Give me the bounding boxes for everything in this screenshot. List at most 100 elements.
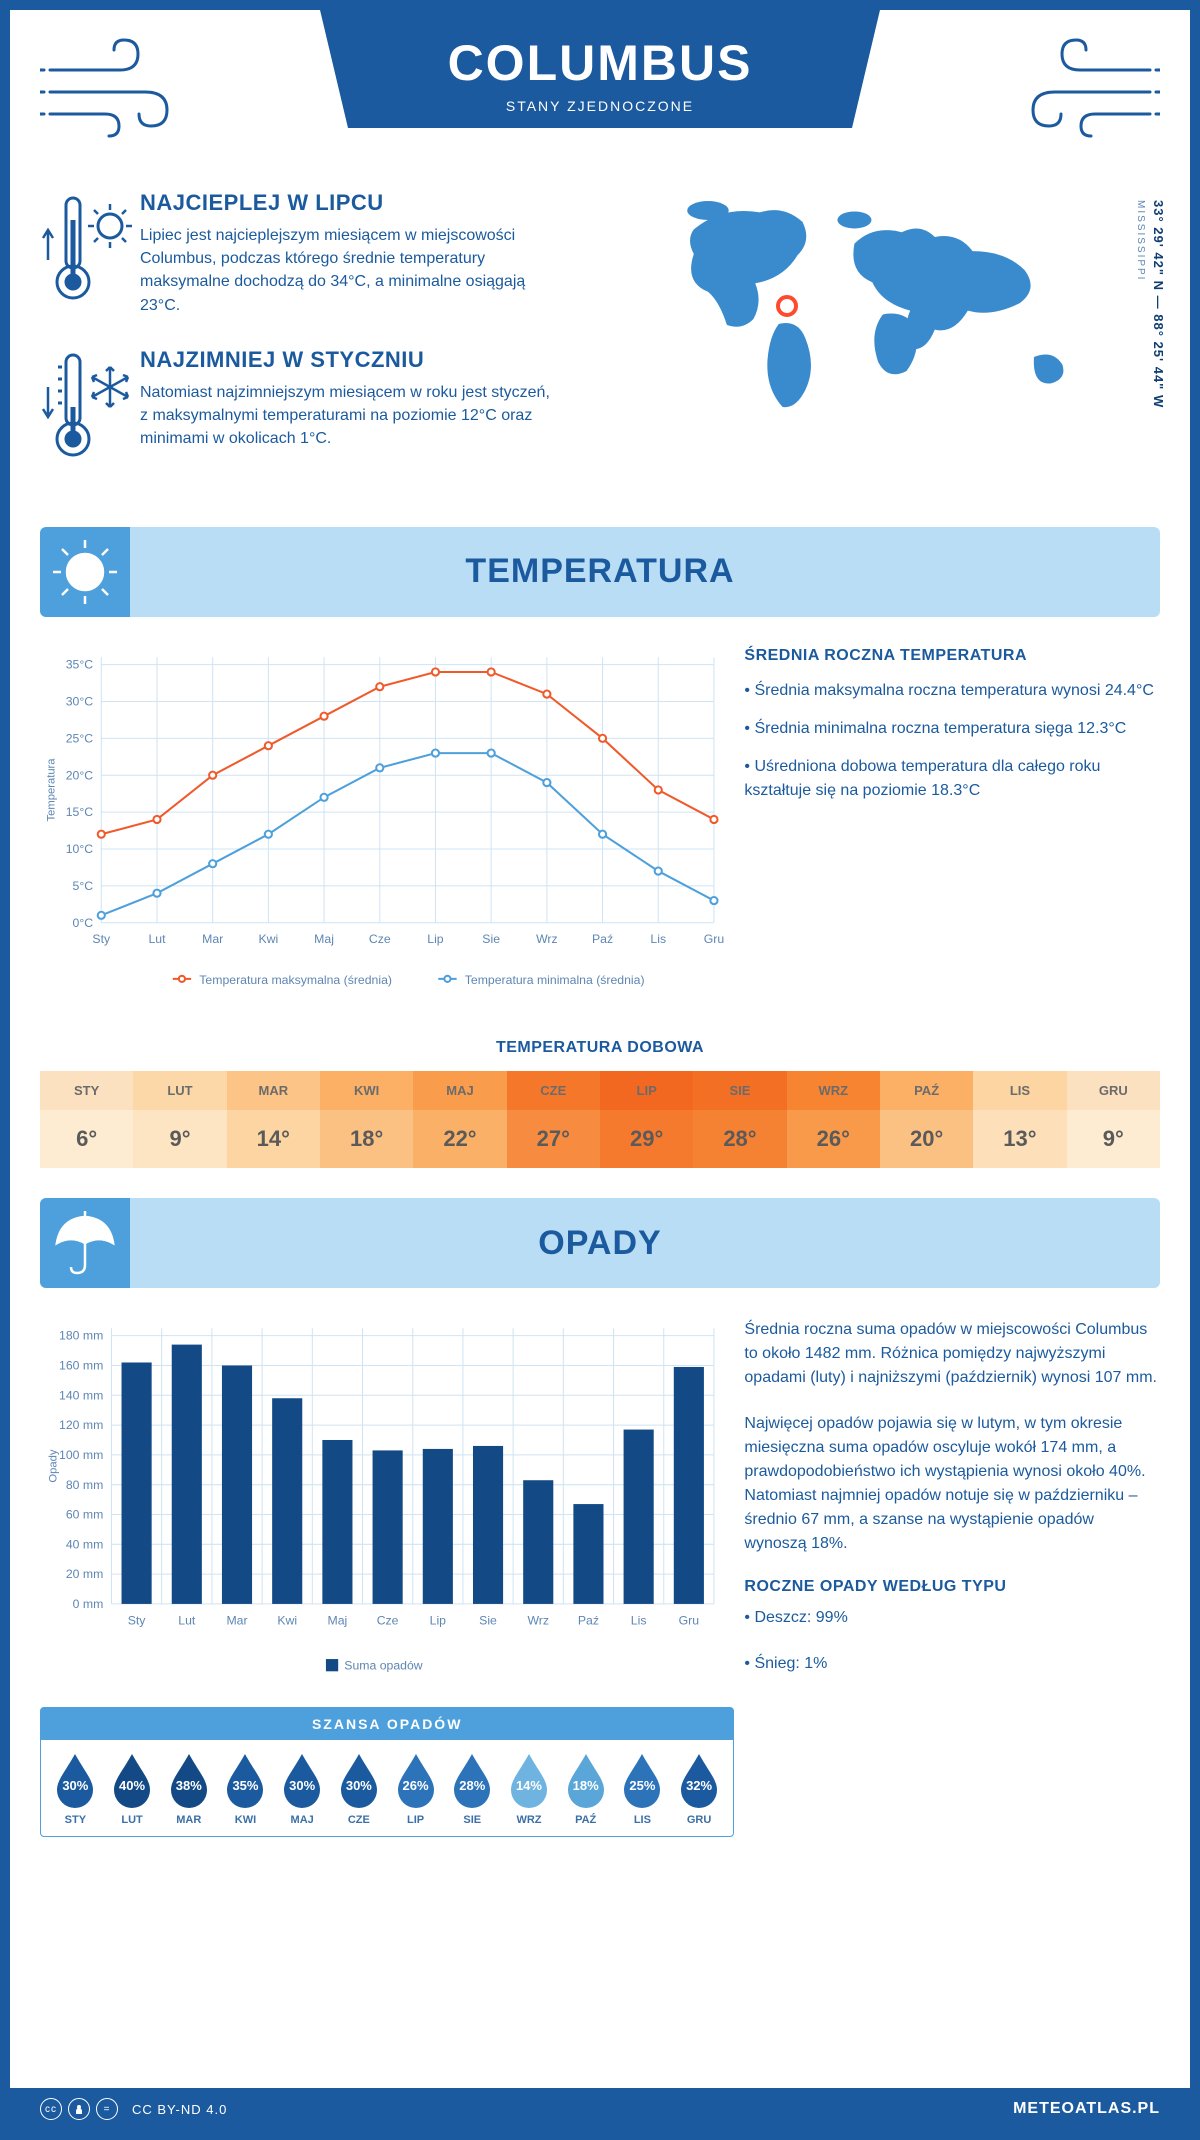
raindrop-icon: 28% <box>450 1752 494 1808</box>
chance-cell: 30% CZE <box>331 1752 388 1826</box>
hot-fact: NAJCIEPLEJ W LIPCU Lipiec jest najcieple… <box>40 190 656 317</box>
chance-cell: 32%GRU <box>671 1752 728 1826</box>
daily-cell: MAR14° <box>227 1071 320 1168</box>
svg-text:Gru: Gru <box>679 1614 699 1628</box>
svg-text:Kwi: Kwi <box>258 932 278 946</box>
temperature-stats: ŚREDNIA ROCZNA TEMPERATURA • Średnia mak… <box>734 647 1160 1020</box>
daily-month: MAJ <box>413 1071 506 1110</box>
daily-value: 28° <box>693 1110 786 1168</box>
raindrop-icon: 35% <box>223 1752 267 1808</box>
raindrop-icon: 14% <box>507 1752 551 1808</box>
hot-fact-title: NAJCIEPLEJ W LIPCU <box>140 190 560 216</box>
daily-cell: KWI18° <box>320 1071 413 1168</box>
chance-cell: 35% KWI <box>217 1752 274 1826</box>
daily-value: 13° <box>973 1110 1066 1168</box>
chance-cell: 28%SIE <box>444 1752 501 1826</box>
daily-month: MAR <box>227 1071 320 1110</box>
svg-text:20 mm: 20 mm <box>66 1568 103 1582</box>
svg-text:35°C: 35°C <box>66 657 94 671</box>
daily-cell: GRU9° <box>1067 1071 1160 1168</box>
svg-text:0°C: 0°C <box>73 916 94 930</box>
rain-p2: Najwięcej opadów pojawia się w lutym, w … <box>744 1412 1160 1556</box>
svg-text:Mar: Mar <box>226 1614 247 1628</box>
state-label: MISSISSIPPI <box>1135 200 1146 281</box>
raindrop-icon: 26% <box>394 1752 438 1808</box>
chance-cell: 26%LIP <box>387 1752 444 1826</box>
precipitation-chance-box: SZANSA OPADÓW 30%STY40%LUT38%MAR35%KWI30… <box>40 1707 734 1837</box>
svg-text:Wrz: Wrz <box>527 1614 549 1628</box>
hot-fact-text: NAJCIEPLEJ W LIPCU Lipiec jest najcieple… <box>140 190 560 317</box>
chance-month: MAR <box>160 1814 217 1826</box>
svg-text:160 mm: 160 mm <box>59 1359 103 1373</box>
svg-text:Sie: Sie <box>479 1614 497 1628</box>
temperature-title: TEMPERATURA <box>40 552 1160 591</box>
raindrop-icon: 30% <box>280 1752 324 1808</box>
raindrop-icon: 25% <box>620 1752 664 1808</box>
cold-fact-text: NAJZIMNIEJ W STYCZNIU Natomiast najzimni… <box>140 347 560 467</box>
coordinates: 33° 29' 42" N — 88° 25' 44" W <box>1151 200 1166 408</box>
rain-type-title: ROCZNE OPADY WEDŁUG TYPU <box>744 1578 1160 1596</box>
page: COLUMBUS STANY ZJEDNOCZONE <box>10 10 1190 2130</box>
svg-text:Wrz: Wrz <box>536 932 558 946</box>
daily-cell: LIP29° <box>600 1071 693 1168</box>
daily-month: CZE <box>507 1071 600 1110</box>
chance-cell: 30%STY <box>47 1752 104 1826</box>
svg-text:30°C: 30°C <box>66 694 94 708</box>
daily-cell: LIS13° <box>973 1071 1066 1168</box>
thermometer-sun-icon <box>40 190 140 310</box>
wind-icon-right <box>1000 30 1160 150</box>
daily-cell: STY6° <box>40 1071 133 1168</box>
daily-cell: PAŹ20° <box>880 1071 973 1168</box>
rain-title: OPADY <box>40 1224 1160 1263</box>
temp-stats-title: ŚREDNIA ROCZNA TEMPERATURA <box>744 647 1160 665</box>
rain-type-2: • Śnieg: 1% <box>744 1652 1160 1676</box>
site-name: METEOATLAS.PL <box>1013 2100 1160 2118</box>
svg-text:Lut: Lut <box>178 1614 196 1628</box>
daily-cell: CZE27° <box>507 1071 600 1168</box>
country-subtitle: STANY ZJEDNOCZONE <box>340 98 860 114</box>
temp-stats-p3: • Uśredniona dobowa temperatura dla całe… <box>744 755 1160 803</box>
chance-cell: 14%WRZ <box>501 1752 558 1826</box>
svg-text:5°C: 5°C <box>73 879 94 893</box>
chance-cell: 25%LIS <box>614 1752 671 1826</box>
cold-fact: NAJZIMNIEJ W STYCZNIU Natomiast najzimni… <box>40 347 656 467</box>
chance-month: KWI <box>217 1814 274 1826</box>
svg-text:60 mm: 60 mm <box>66 1508 103 1522</box>
raindrop-icon: 30% <box>337 1752 381 1808</box>
svg-text:Lis: Lis <box>650 932 666 946</box>
nd-icon: = <box>96 2098 118 2120</box>
temperature-row: 0°C5°C10°C15°C20°C25°C30°C35°CStyLutMarK… <box>40 647 1160 1020</box>
daily-month: SIE <box>693 1071 786 1110</box>
chance-cell: 40%LUT <box>104 1752 161 1826</box>
location-marker <box>776 295 798 317</box>
svg-text:15°C: 15°C <box>66 805 94 819</box>
rain-type-1: • Deszcz: 99% <box>744 1606 1160 1630</box>
raindrop-icon: 32% <box>677 1752 721 1808</box>
svg-text:Sie: Sie <box>482 932 500 946</box>
svg-text:Kwi: Kwi <box>277 1614 297 1628</box>
daily-month: GRU <box>1067 1071 1160 1110</box>
header: COLUMBUS STANY ZJEDNOCZONE <box>40 10 1160 170</box>
daily-value: 9° <box>133 1110 226 1168</box>
svg-text:Temperatura: Temperatura <box>45 757 57 821</box>
svg-text:Mar: Mar <box>202 932 223 946</box>
map-column: 33° 29' 42" N — 88° 25' 44" W MISSISSIPP… <box>656 190 1160 497</box>
svg-text:Lip: Lip <box>427 932 444 946</box>
daily-value: 29° <box>600 1110 693 1168</box>
daily-month: PAŹ <box>880 1071 973 1110</box>
svg-text:Lis: Lis <box>631 1614 647 1628</box>
license-block: cc = CC BY-ND 4.0 <box>40 2098 227 2120</box>
svg-text:Cze: Cze <box>377 1614 399 1628</box>
rain-charts-column: 0 mm20 mm40 mm60 mm80 mm100 mm120 mm140 … <box>40 1318 734 1837</box>
rain-section-header: OPADY <box>40 1198 1160 1288</box>
svg-text:Opady: Opady <box>47 1450 59 1483</box>
raindrop-icon: 30% <box>53 1752 97 1808</box>
chance-title: SZANSA OPADÓW <box>41 1708 733 1740</box>
svg-text:25°C: 25°C <box>66 731 94 745</box>
wind-icon-left <box>40 30 200 150</box>
chance-month: CZE <box>331 1814 388 1826</box>
svg-text:Temperatura maksymalna (średni: Temperatura maksymalna (średnia) <box>199 973 392 987</box>
precipitation-chart: 0 mm20 mm40 mm60 mm80 mm100 mm120 mm140 … <box>40 1318 734 1686</box>
chance-month: MAJ <box>274 1814 331 1826</box>
svg-text:Paź: Paź <box>592 932 613 946</box>
